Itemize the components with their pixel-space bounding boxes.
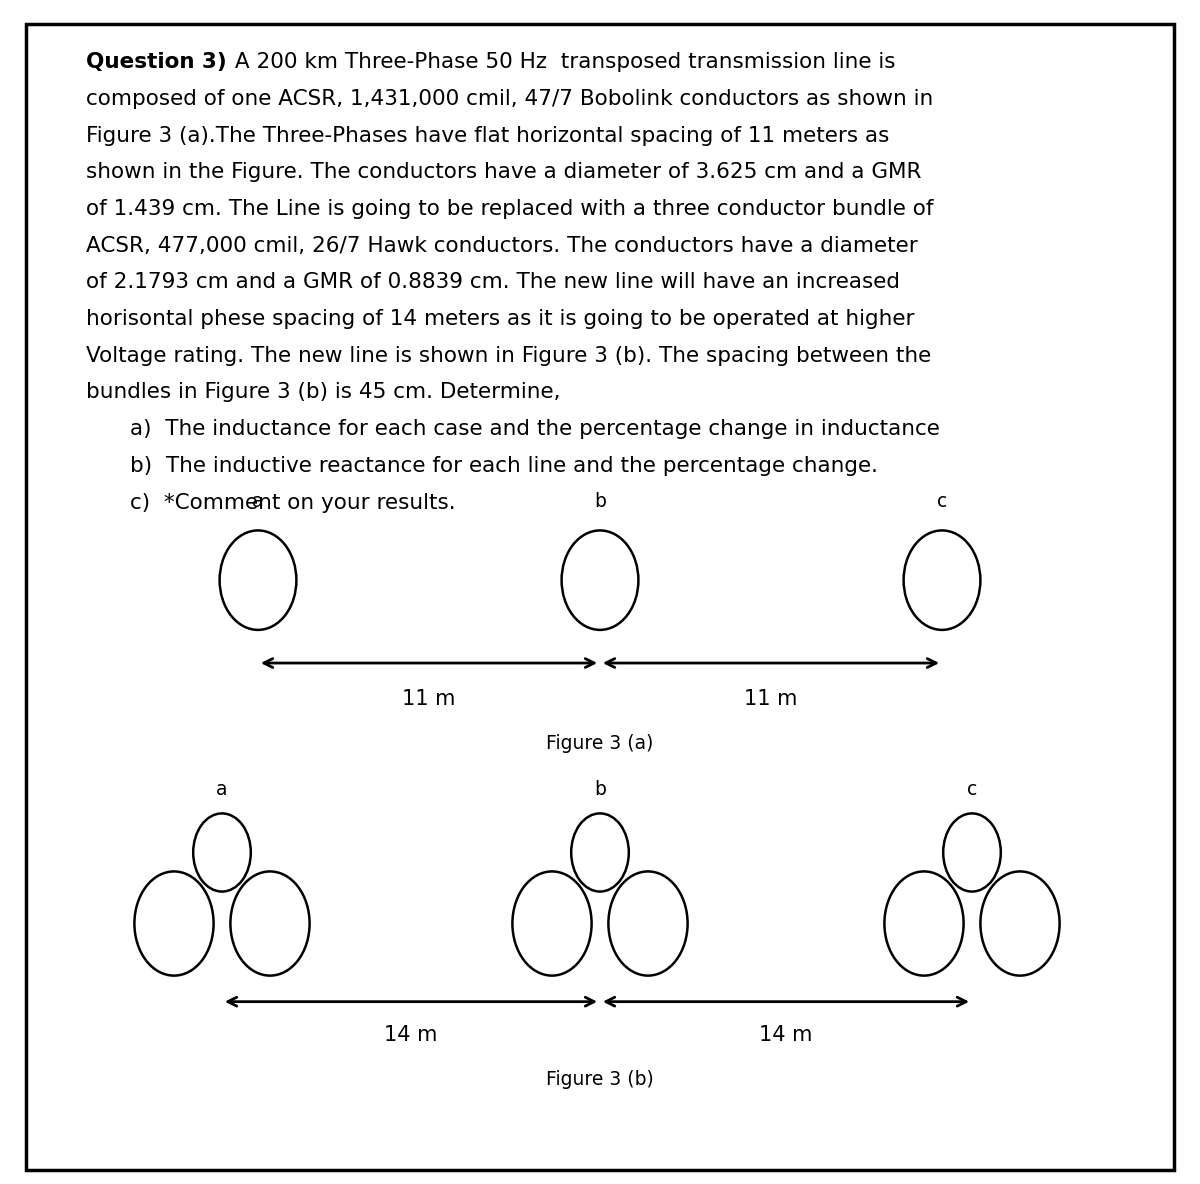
Text: Question 3): Question 3) xyxy=(86,52,227,72)
Text: a: a xyxy=(252,493,264,511)
Ellipse shape xyxy=(980,871,1060,976)
Ellipse shape xyxy=(134,871,214,976)
Ellipse shape xyxy=(943,813,1001,892)
Text: Figure 3 (b): Figure 3 (b) xyxy=(546,1070,654,1089)
Text: shown in the Figure. The conductors have a diameter of 3.625 cm and a GMR: shown in the Figure. The conductors have… xyxy=(86,162,922,182)
Text: b)  The inductive reactance for each line and the percentage change.: b) The inductive reactance for each line… xyxy=(130,456,877,476)
Text: Figure 3 (a): Figure 3 (a) xyxy=(546,734,654,753)
Text: Figure 3 (a).The Three-Phases have flat horizontal spacing of 11 meters as: Figure 3 (a).The Three-Phases have flat … xyxy=(86,126,889,146)
Text: bundles in Figure 3 (b) is 45 cm. Determine,: bundles in Figure 3 (b) is 45 cm. Determ… xyxy=(86,382,560,403)
Text: a: a xyxy=(216,780,228,799)
Text: ACSR, 477,000 cmil, 26/7 Hawk conductors. The conductors have a diameter: ACSR, 477,000 cmil, 26/7 Hawk conductors… xyxy=(86,236,918,256)
Ellipse shape xyxy=(904,530,980,630)
Text: 11 m: 11 m xyxy=(744,689,798,709)
Text: a)  The inductance for each case and the percentage change in inductance: a) The inductance for each case and the … xyxy=(130,419,940,439)
Text: c: c xyxy=(937,493,947,511)
Ellipse shape xyxy=(230,871,310,976)
Ellipse shape xyxy=(884,871,964,976)
Ellipse shape xyxy=(512,871,592,976)
Text: 14 m: 14 m xyxy=(384,1025,438,1045)
Text: c: c xyxy=(967,780,977,799)
Text: of 1.439 cm. The Line is going to be replaced with a three conductor bundle of: of 1.439 cm. The Line is going to be rep… xyxy=(86,199,934,219)
Text: 11 m: 11 m xyxy=(402,689,456,709)
Text: 14 m: 14 m xyxy=(760,1025,812,1045)
Text: horisontal phese spacing of 14 meters as it is going to be operated at higher: horisontal phese spacing of 14 meters as… xyxy=(86,309,914,329)
Text: c)  *Comment on your results.: c) *Comment on your results. xyxy=(130,493,455,513)
Ellipse shape xyxy=(608,871,688,976)
Ellipse shape xyxy=(220,530,296,630)
Text: of 2.1793 cm and a GMR of 0.8839 cm. The new line will have an increased: of 2.1793 cm and a GMR of 0.8839 cm. The… xyxy=(86,272,900,292)
Ellipse shape xyxy=(193,813,251,892)
Text: b: b xyxy=(594,493,606,511)
Text: A 200 km Three-Phase 50 Hz  transposed transmission line is: A 200 km Three-Phase 50 Hz transposed tr… xyxy=(228,52,895,72)
Text: b: b xyxy=(594,780,606,799)
Ellipse shape xyxy=(562,530,638,630)
Ellipse shape xyxy=(571,813,629,892)
Text: Voltage rating. The new line is shown in Figure 3 (b). The spacing between the: Voltage rating. The new line is shown in… xyxy=(86,346,931,366)
Text: composed of one ACSR, 1,431,000 cmil, 47/7 Bobolink conductors as shown in: composed of one ACSR, 1,431,000 cmil, 47… xyxy=(86,89,934,109)
